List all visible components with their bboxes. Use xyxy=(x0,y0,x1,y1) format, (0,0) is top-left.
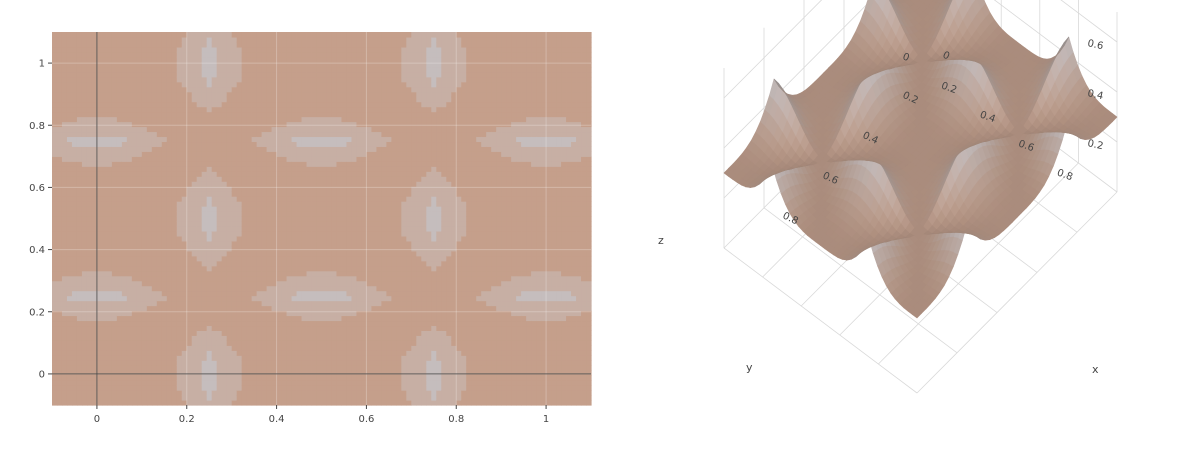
surface-z-tick-label: 0.2 xyxy=(1086,138,1104,152)
surface-z-tick-label: 0.4 xyxy=(1086,88,1104,102)
surface-x-tick-label: 0 xyxy=(941,50,951,63)
y-tick-label: 0 xyxy=(39,369,45,380)
x-tick-label: 0 xyxy=(94,414,100,425)
surface-y-tick-label: 0 xyxy=(901,51,911,64)
surface-y-ticks: 0 0.2 0.4 0.6 0.8 xyxy=(901,51,1074,183)
surface-z-ticks: 0.2 0.4 0.6 xyxy=(1086,38,1104,152)
x-tick-label: 1 xyxy=(543,414,549,425)
surface-x-axis-label: x xyxy=(1092,363,1099,376)
surface-mesh xyxy=(723,0,1118,319)
surface-y-tick-label: 0.6 xyxy=(1017,138,1036,154)
y-axis-ticks: 0 0.2 0.4 0.6 0.8 1 xyxy=(29,59,52,380)
surface-y-tick-label: 0.8 xyxy=(1055,167,1074,183)
scene-gridline xyxy=(878,162,1079,365)
scene-gridline xyxy=(723,0,872,149)
scene-gridline xyxy=(1060,0,1118,43)
contour-chart[interactable]: 0 0.2 0.4 0.6 0.8 1 0 0.2 0.4 0.6 0.8 1 xyxy=(29,32,592,425)
contour-fill xyxy=(52,32,592,406)
scene-gridline xyxy=(723,0,823,99)
x-tick-label: 0.6 xyxy=(358,414,374,425)
scene-gridline xyxy=(763,207,958,354)
contour-zero-lines xyxy=(52,32,591,405)
y-tick-label: 0.8 xyxy=(29,121,45,132)
scene-gridline xyxy=(993,0,1118,93)
surface-z-axis-label: z xyxy=(658,234,664,247)
surface-y-axis-label: y xyxy=(746,361,753,374)
y-tick-label: 1 xyxy=(39,59,45,70)
scene-gridline xyxy=(916,191,1118,394)
x-axis-ticks: 0 0.2 0.4 0.6 0.8 1 xyxy=(94,405,549,425)
x-tick-label: 0.4 xyxy=(269,414,285,425)
surface-chart[interactable]: 00.20.40.60.8 00.20.40.60.8 0.20.40.6 x … xyxy=(658,0,1118,394)
y-tick-label: 0.6 xyxy=(29,183,45,194)
scene-gridline xyxy=(723,247,918,394)
x-tick-label: 0.8 xyxy=(448,414,464,425)
y-tick-label: 0.2 xyxy=(29,307,45,318)
surface-z-tick-label: 0.6 xyxy=(1086,38,1104,52)
x-tick-label: 0.2 xyxy=(179,414,195,425)
surface-y-tick-label: 0.2 xyxy=(940,80,959,96)
y-tick-label: 0.4 xyxy=(29,245,45,256)
surface-y-tick-label: 0.4 xyxy=(978,109,997,125)
